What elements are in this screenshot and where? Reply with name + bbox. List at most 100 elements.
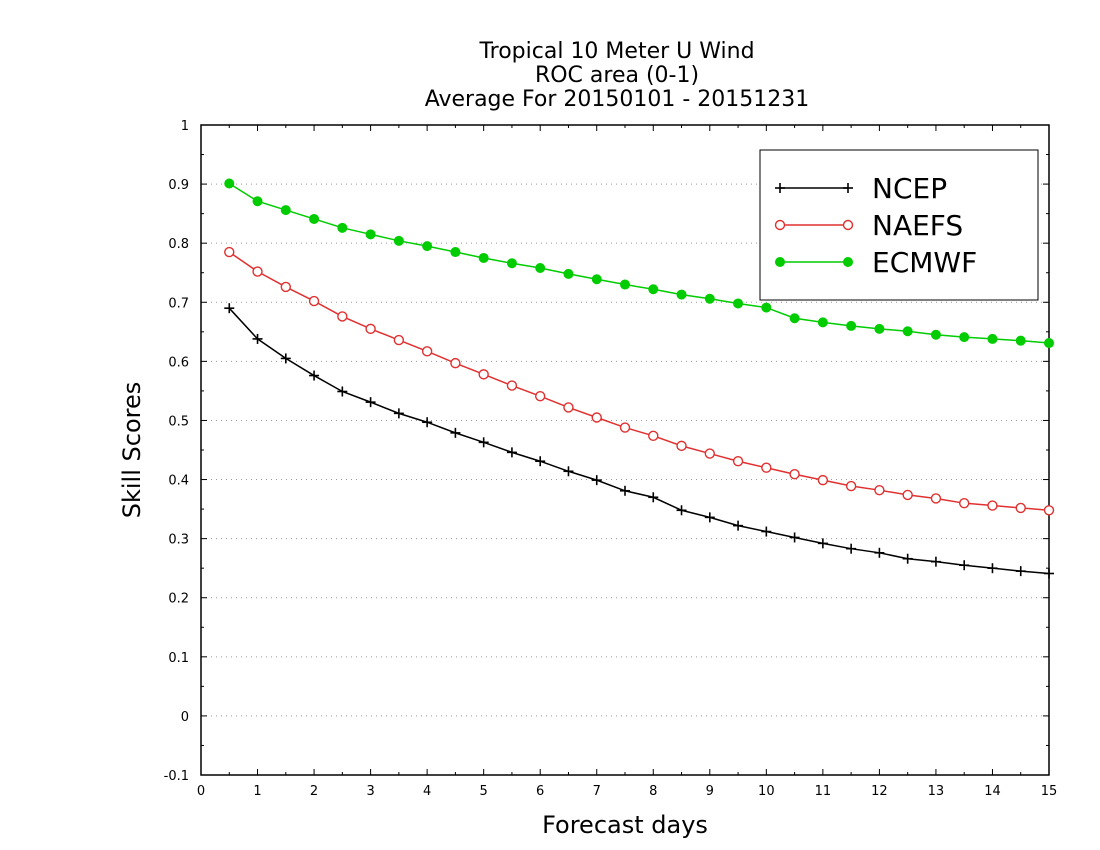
- y-tick-label: 0.4: [168, 474, 189, 489]
- x-tick-label: 9: [706, 784, 714, 799]
- data-point-ncep: [280, 353, 291, 364]
- data-point-naefs: [563, 402, 574, 413]
- x-tick-label: 7: [593, 784, 601, 799]
- chart-title-line: Tropical 10 Meter U Wind: [478, 39, 754, 64]
- legend-marker: [774, 219, 786, 231]
- data-point-ecmwf: [902, 326, 913, 337]
- data-point-naefs: [902, 489, 913, 501]
- y-tick-label: 0.9: [168, 178, 189, 193]
- data-point-ecmwf: [591, 274, 602, 285]
- legend-label: ECMWF: [872, 246, 977, 279]
- data-point-ecmwf: [761, 302, 772, 313]
- data-point-ecmwf: [959, 332, 970, 343]
- data-point-ncep: [450, 427, 461, 438]
- data-point-naefs: [421, 346, 433, 357]
- data-point-ncep: [337, 386, 348, 397]
- data-point-naefs: [704, 448, 715, 459]
- x-axis-ticks: 0 1 2 3 4 5 6 7 8 9 10 11 12 13 14 15: [197, 125, 1057, 799]
- data-point-ncep: [676, 505, 687, 516]
- data-point-naefs: [732, 456, 744, 467]
- y-axis-label: Skill Scores: [118, 382, 146, 519]
- data-point-naefs: [1043, 505, 1055, 516]
- data-point-ncep: [535, 456, 546, 467]
- x-tick-label: 15: [1041, 784, 1058, 799]
- legend-marker: [775, 257, 785, 267]
- x-axis-label: Forecast days: [542, 811, 708, 839]
- series-lines: [224, 178, 1055, 579]
- chart-title-line: ROC area (0-1): [535, 63, 699, 88]
- legend-item-ncep: NCEP: [775, 172, 947, 205]
- y-tick-label: -0.1: [164, 769, 189, 784]
- data-point-naefs: [845, 480, 857, 492]
- data-point-naefs: [535, 391, 546, 402]
- y-tick-label: 0.3: [168, 533, 189, 548]
- data-point-ecmwf: [930, 329, 941, 340]
- data-point-ecmwf: [478, 252, 489, 263]
- x-tick-label: 1: [253, 784, 261, 799]
- data-point-naefs: [478, 369, 489, 380]
- data-point-ncep: [733, 520, 744, 531]
- data-point-naefs: [591, 412, 602, 423]
- y-tick-label: 0.7: [168, 296, 189, 311]
- data-point-ncep: [930, 556, 941, 567]
- data-point-ncep: [252, 333, 263, 344]
- data-point-naefs: [506, 380, 518, 391]
- data-point-ecmwf: [365, 229, 376, 240]
- y-tick-label: 0.8: [168, 237, 189, 252]
- data-point-ecmwf: [733, 298, 744, 309]
- data-point-naefs: [874, 484, 885, 496]
- data-point-ecmwf: [874, 323, 885, 334]
- legend-marker: [775, 183, 785, 193]
- data-point-ecmwf: [535, 263, 546, 273]
- y-tick-label: 0.1: [168, 651, 189, 666]
- data-point-naefs: [308, 295, 320, 307]
- data-point-ecmwf: [676, 289, 687, 300]
- data-point-ecmwf: [393, 235, 404, 246]
- data-point-ncep: [620, 485, 630, 496]
- legend: NCEP NAEFS ECMWF: [759, 149, 1039, 301]
- x-tick-label: 3: [366, 784, 374, 799]
- data-point-ncep: [761, 526, 772, 537]
- data-point-ncep: [1015, 566, 1026, 577]
- data-point-ncep: [902, 553, 913, 564]
- data-point-ncep: [959, 560, 970, 571]
- x-tick-label: 12: [871, 784, 888, 799]
- data-point-ncep: [478, 437, 489, 448]
- series-naefs: [224, 246, 1055, 516]
- legend-label: NCEP: [872, 172, 947, 205]
- x-tick-label: 4: [423, 784, 431, 799]
- data-point-naefs: [676, 440, 687, 452]
- data-point-ncep: [422, 417, 433, 428]
- data-point-ncep: [393, 408, 404, 419]
- data-point-ecmwf: [789, 313, 800, 324]
- y-axis-ticks: -0.1 0 0.1 0.2 0.3 0.4 0.5 0.6 0.7 0.8 0.9 1: [164, 119, 1049, 784]
- data-point-naefs: [987, 500, 998, 511]
- data-point-naefs: [959, 497, 970, 509]
- y-tick-label: 0: [181, 710, 189, 725]
- x-tick-label: 11: [815, 784, 832, 799]
- data-point-naefs: [648, 430, 659, 442]
- series-ecmwf: [224, 178, 1054, 349]
- data-point-naefs: [280, 281, 291, 293]
- data-point-ecmwf: [1044, 338, 1054, 349]
- series-line-ncep: [228, 307, 1050, 575]
- y-tick-label: 1: [181, 119, 189, 134]
- data-point-naefs: [1015, 502, 1026, 514]
- data-point-ecmwf: [620, 279, 630, 290]
- y-tick-label: 0.2: [168, 592, 189, 607]
- data-point-ecmwf: [987, 333, 998, 344]
- data-point-ecmwf: [224, 178, 235, 189]
- data-point-ncep: [648, 492, 659, 503]
- x-tick-label: 13: [928, 784, 945, 799]
- data-point-naefs: [393, 334, 405, 346]
- data-point-ecmwf: [422, 241, 433, 252]
- data-point-naefs: [252, 266, 263, 277]
- legend-marker: [843, 183, 853, 193]
- data-point-ncep: [1044, 568, 1054, 579]
- series-ncep: [224, 303, 1054, 579]
- data-point-ncep: [309, 370, 320, 381]
- x-tick-label: 14: [984, 784, 1001, 799]
- data-point-ncep: [987, 563, 998, 574]
